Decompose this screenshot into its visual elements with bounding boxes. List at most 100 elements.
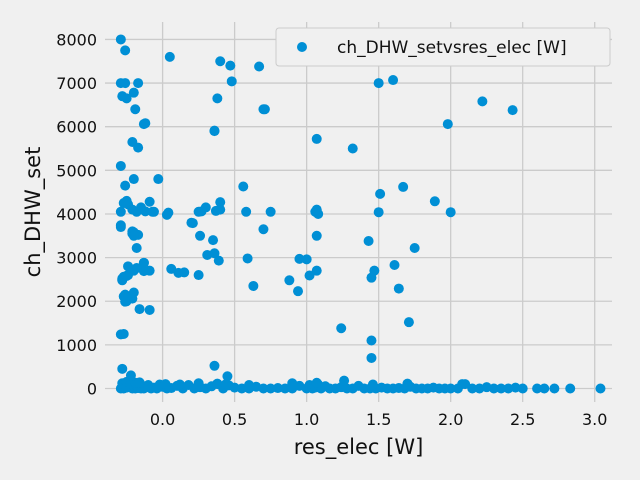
scatter-point xyxy=(241,206,252,217)
scatter-point xyxy=(115,222,126,233)
scatter-point xyxy=(120,296,131,307)
scatter-point xyxy=(118,328,129,339)
scatter-point xyxy=(429,196,440,207)
y-tick-label: 2000 xyxy=(56,292,97,311)
scatter-point xyxy=(215,204,226,215)
scatter-point xyxy=(375,188,386,199)
scatter-point xyxy=(121,270,132,281)
scatter-point xyxy=(265,206,276,217)
x-tick-label: 1.5 xyxy=(366,410,391,429)
scatter-point xyxy=(366,335,377,346)
scatter-point xyxy=(402,378,413,389)
scatter-point xyxy=(147,206,158,217)
scatter-point xyxy=(367,379,378,390)
scatter-point xyxy=(140,206,151,217)
scatter-point xyxy=(265,383,276,394)
scatter-point xyxy=(445,383,456,394)
scatter-point xyxy=(336,323,347,334)
scatter-point xyxy=(120,289,131,300)
scatter-point xyxy=(517,383,528,394)
scatter-point xyxy=(294,253,305,264)
scatter-point xyxy=(477,96,488,107)
y-tick-label: 8000 xyxy=(56,30,97,49)
scatter-point xyxy=(195,230,206,241)
x-tick-labels: 0.0 0.5 1.0 1.5 2.0 2.5 3.0 xyxy=(150,410,608,429)
scatter-point xyxy=(174,379,185,390)
legend: ch_DHW_setvsres_elec [W] xyxy=(275,27,611,67)
scatter-point xyxy=(457,379,468,390)
scatter-point xyxy=(144,304,155,315)
scatter-point xyxy=(222,371,233,382)
x-axis-label: res_elec [W] xyxy=(294,435,424,460)
scatter-point xyxy=(373,78,384,89)
scatter-point xyxy=(388,75,399,86)
scatter-point xyxy=(304,270,315,281)
y-tick-label: 1000 xyxy=(56,336,97,355)
scatter-point xyxy=(442,119,453,130)
scatter-point xyxy=(125,370,136,381)
scatter-point xyxy=(363,236,374,247)
scatter-point xyxy=(160,379,171,390)
scatter-point xyxy=(144,265,155,276)
scatter-point xyxy=(549,383,560,394)
scatter-point xyxy=(311,230,322,241)
scatter-point xyxy=(138,257,149,268)
y-tick-label: 7000 xyxy=(56,74,97,93)
y-tick-label: 4000 xyxy=(56,205,97,224)
scatter-point xyxy=(212,378,223,389)
scatter-point xyxy=(187,218,198,229)
scatter-point xyxy=(313,208,324,219)
scatter-point xyxy=(369,265,380,276)
scatter-point xyxy=(115,160,126,171)
scatter-point xyxy=(209,125,220,136)
scatter-point xyxy=(238,181,249,192)
scatter-point xyxy=(134,377,145,388)
scatter-point xyxy=(496,383,507,394)
scatter-point xyxy=(212,93,223,104)
scatter-point xyxy=(403,317,414,328)
scatter-point xyxy=(539,383,550,394)
scatter-point xyxy=(398,181,409,192)
scatter-point xyxy=(311,133,322,144)
scatter-point xyxy=(467,383,478,394)
scatter-point xyxy=(244,379,255,390)
scatter-point xyxy=(366,352,377,363)
x-tick-label: 0.5 xyxy=(222,410,247,429)
scatter-point xyxy=(128,87,139,98)
scatter-point xyxy=(120,180,131,191)
scatter-point xyxy=(373,207,384,218)
x-tick-label: 0.0 xyxy=(150,410,175,429)
scatter-point xyxy=(220,379,231,390)
scatter-point xyxy=(347,143,358,154)
scatter-point xyxy=(193,378,204,389)
y-tick-label: 5000 xyxy=(56,161,97,180)
y-tick-label: 3000 xyxy=(56,249,97,268)
x-tick-label: 1.0 xyxy=(294,410,319,429)
scatter-point xyxy=(153,174,164,185)
scatter-point xyxy=(339,375,350,386)
scatter-point xyxy=(115,206,126,217)
scatter-point xyxy=(140,118,151,129)
scatter-point xyxy=(507,105,518,116)
scatter-point xyxy=(445,207,456,218)
scatter-point xyxy=(121,93,132,104)
scatter-point xyxy=(131,242,142,253)
scatter-point xyxy=(131,263,142,274)
scatter-point xyxy=(209,248,220,259)
scatter-point xyxy=(120,78,131,89)
y-tick-label: 0 xyxy=(87,379,97,398)
scatter-point xyxy=(193,270,204,281)
scatter-point xyxy=(248,280,259,291)
scatter-point xyxy=(133,142,144,153)
scatter-point xyxy=(254,61,265,72)
scatter-point xyxy=(242,253,253,264)
scatter-point xyxy=(293,286,304,297)
scatter-point xyxy=(163,207,174,218)
scatter-point xyxy=(209,360,220,371)
scatter-point xyxy=(565,383,576,394)
scatter-point xyxy=(200,202,211,213)
scatter-point xyxy=(301,254,312,265)
scatter-point xyxy=(311,265,322,276)
